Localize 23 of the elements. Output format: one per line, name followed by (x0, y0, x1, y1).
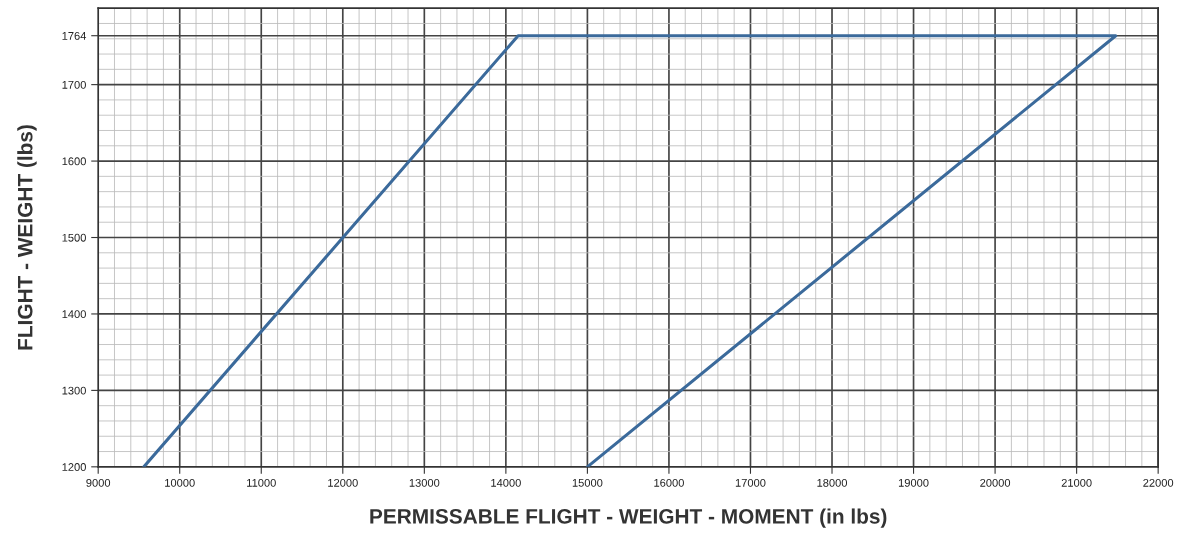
y-tick-label: 1300 (62, 386, 86, 395)
y-tick-label: 1600 (62, 157, 86, 166)
x-tick-label: 13000 (409, 478, 440, 487)
x-tick-label: 21000 (1061, 478, 1092, 487)
x-tick-label: 22000 (1143, 478, 1174, 487)
y-tick-label: 1200 (62, 463, 86, 471)
y-tick-label: 1500 (62, 233, 86, 242)
x-axis-title: PERMISSABLE FLIGHT - WEIGHT - MOMENT (in lbs) (370, 508, 887, 528)
x-tick-label: 16000 (654, 478, 684, 487)
x-tick-label: 12000 (328, 478, 358, 487)
y-tick-label: 1700 (62, 80, 86, 89)
x-tick-label: 10000 (165, 478, 195, 487)
x-tick-label: 9000 (86, 478, 111, 487)
x-tick-label: 14000 (491, 478, 521, 487)
x-tick-label: 20000 (980, 478, 1011, 487)
y-tick-label: 1400 (62, 310, 86, 319)
y-axis-title: FLIGHT - WEIGHT (lbs) (17, 125, 37, 350)
y-tick-label: 1764 (62, 31, 87, 40)
x-tick-label: 15000 (572, 478, 603, 487)
x-tick-label: 11000 (247, 478, 276, 487)
x-tick-label: 17000 (735, 478, 766, 487)
x-tick-label: 18000 (817, 478, 848, 487)
x-tick-label: 19000 (898, 478, 929, 487)
